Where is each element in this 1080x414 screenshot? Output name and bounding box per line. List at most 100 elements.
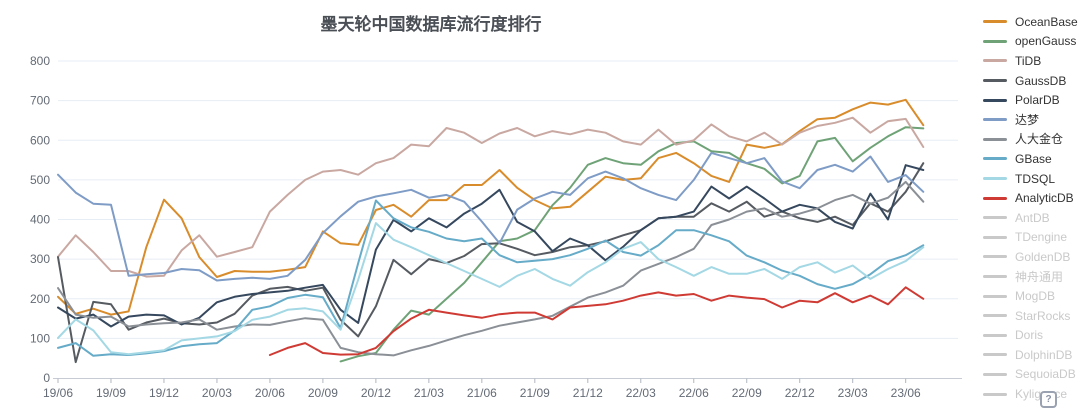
y-axis-label: 800 xyxy=(30,54,50,68)
legend-item-MogDB[interactable]: MogDB xyxy=(983,286,1079,306)
legend-item-TiDB[interactable]: TiDB xyxy=(983,51,1079,71)
series-line-达梦 xyxy=(57,151,925,282)
legend-item-PolarDB[interactable]: PolarDB xyxy=(983,90,1079,110)
legend-line-swatch xyxy=(983,39,1007,43)
series-line-AnalyticDB xyxy=(268,286,925,356)
legend-item-神舟通用[interactable]: 神舟通用 xyxy=(983,267,1079,287)
line-series xyxy=(57,98,925,364)
series-line-TDSQL xyxy=(57,222,925,356)
legend-line-swatch xyxy=(983,353,1007,357)
legend-label: AnalyticDB xyxy=(1015,191,1074,206)
series-line-PolarDB xyxy=(57,164,925,328)
x-axis-label: 19/06 xyxy=(43,386,73,400)
x-axis-label: 21/06 xyxy=(467,386,497,400)
x-axis-label: 22/09 xyxy=(732,386,762,400)
y-axis-label: 400 xyxy=(30,213,50,227)
legend-label: Doris xyxy=(1015,328,1044,343)
legend-line-swatch xyxy=(983,372,1007,376)
y-axis-label: 700 xyxy=(30,94,50,108)
legend-label: MogDB xyxy=(1015,289,1056,304)
y-axis-label: 600 xyxy=(30,133,50,147)
legend-item-SequoiaDB[interactable]: SequoiaDB xyxy=(983,365,1079,385)
legend-line-swatch xyxy=(983,98,1007,102)
x-axis-label: 22/03 xyxy=(626,386,656,400)
chart-title: 墨天轮中国数据库流行度排行 xyxy=(321,14,542,34)
legend-label: TDSQL xyxy=(1015,171,1056,186)
legend-line-swatch xyxy=(983,196,1007,200)
x-axis-label: 21/12 xyxy=(573,386,603,400)
legend-label: OceanBase xyxy=(1015,14,1078,29)
legend-label: StarRocks xyxy=(1015,308,1071,323)
y-axis-label: 200 xyxy=(30,292,50,306)
y-axis-label: 300 xyxy=(30,252,50,266)
legend-item-达梦[interactable]: 达梦 xyxy=(983,110,1079,130)
series-line-OceanBase xyxy=(57,98,925,316)
legend-item-人大金仓[interactable]: 人大金仓 xyxy=(983,130,1079,150)
x-axis-label: 22/06 xyxy=(679,386,709,400)
x-axis-label: 20/03 xyxy=(202,386,232,400)
legend-label: GaussDB xyxy=(1015,73,1067,88)
legend-line-swatch xyxy=(983,137,1007,141)
help-button[interactable]: ? xyxy=(1040,391,1057,408)
series-line-人大金仓 xyxy=(57,180,925,357)
legend-item-GBase[interactable]: GBase xyxy=(983,149,1079,169)
legend-line-swatch xyxy=(983,294,1007,298)
legend-line-swatch xyxy=(983,392,1007,396)
legend-item-GoldenDB[interactable]: GoldenDB xyxy=(983,247,1079,267)
legend-item-openGauss[interactable]: openGauss xyxy=(983,32,1079,52)
legend-item-Doris[interactable]: Doris xyxy=(983,326,1079,346)
series-line-openGauss xyxy=(339,126,925,363)
legend-item-AntDB[interactable]: AntDB xyxy=(983,208,1079,228)
legend-label: GBase xyxy=(1015,151,1052,166)
series-line-GaussDB xyxy=(57,162,925,364)
legend: OceanBase openGauss TiDB GaussDB PolarDB 达梦人大… xyxy=(983,12,1079,404)
legend-line-swatch xyxy=(983,314,1007,318)
legend-label: TiDB xyxy=(1015,53,1042,68)
legend-item-StarRocks[interactable]: StarRocks xyxy=(983,306,1079,326)
x-axis-label: 20/06 xyxy=(255,386,285,400)
legend-item-OceanBase[interactable]: OceanBase xyxy=(983,12,1079,32)
legend-item-DolphinDB[interactable]: DolphinDB xyxy=(983,345,1079,365)
legend-item-TDengine[interactable]: TDengine xyxy=(983,228,1079,248)
legend-item-GaussDB[interactable]: GaussDB xyxy=(983,71,1079,91)
legend-line-swatch xyxy=(983,235,1007,239)
legend-line-swatch xyxy=(983,79,1007,83)
x-axis-label: 19/09 xyxy=(96,386,126,400)
x-axis-label: 23/06 xyxy=(891,386,921,400)
y-axis-label: 500 xyxy=(30,173,50,187)
legend-line-swatch xyxy=(983,216,1007,220)
legend-line-swatch xyxy=(983,255,1007,259)
legend-item-AnalyticDB[interactable]: AnalyticDB xyxy=(983,188,1079,208)
legend-line-swatch xyxy=(983,20,1007,24)
x-axis-label: 20/09 xyxy=(308,386,338,400)
x-axis-label: 21/03 xyxy=(414,386,444,400)
legend-label: 神舟通用 xyxy=(1015,269,1064,284)
x-axis-label: 20/12 xyxy=(361,386,391,400)
legend-line-swatch xyxy=(983,118,1007,122)
legend-item-TDSQL[interactable]: TDSQL xyxy=(983,169,1079,189)
legend-label: SequoiaDB xyxy=(1015,367,1076,382)
grid-lines xyxy=(58,60,958,339)
legend-label: DolphinDB xyxy=(1015,347,1073,362)
x-axis-label: 19/12 xyxy=(149,386,179,400)
legend-line-swatch xyxy=(983,59,1007,63)
legend-line-swatch xyxy=(983,275,1007,279)
x-axis-label: 23/03 xyxy=(838,386,868,400)
y-axis-label: 0 xyxy=(43,371,50,385)
legend-label: openGauss xyxy=(1015,34,1077,49)
legend-label: TDengine xyxy=(1015,230,1068,245)
y-axis-label: 100 xyxy=(30,331,50,345)
x-axis-label: 21/09 xyxy=(520,386,550,400)
axes: 0 100 200 300 400 500 600 700 800 19/06 19/09 19/12… xyxy=(30,54,962,400)
legend-line-swatch xyxy=(983,333,1007,337)
series-line-GBase xyxy=(57,199,925,357)
legend-label: 达梦 xyxy=(1015,112,1040,127)
legend-label: GoldenDB xyxy=(1015,249,1071,264)
series-line-TiDB xyxy=(57,116,925,278)
legend-label: PolarDB xyxy=(1015,93,1060,108)
x-axis-label: 22/12 xyxy=(785,386,815,400)
legend-line-swatch xyxy=(983,157,1007,161)
legend-item-Kyligence[interactable]: Kyligence xyxy=(983,384,1079,404)
